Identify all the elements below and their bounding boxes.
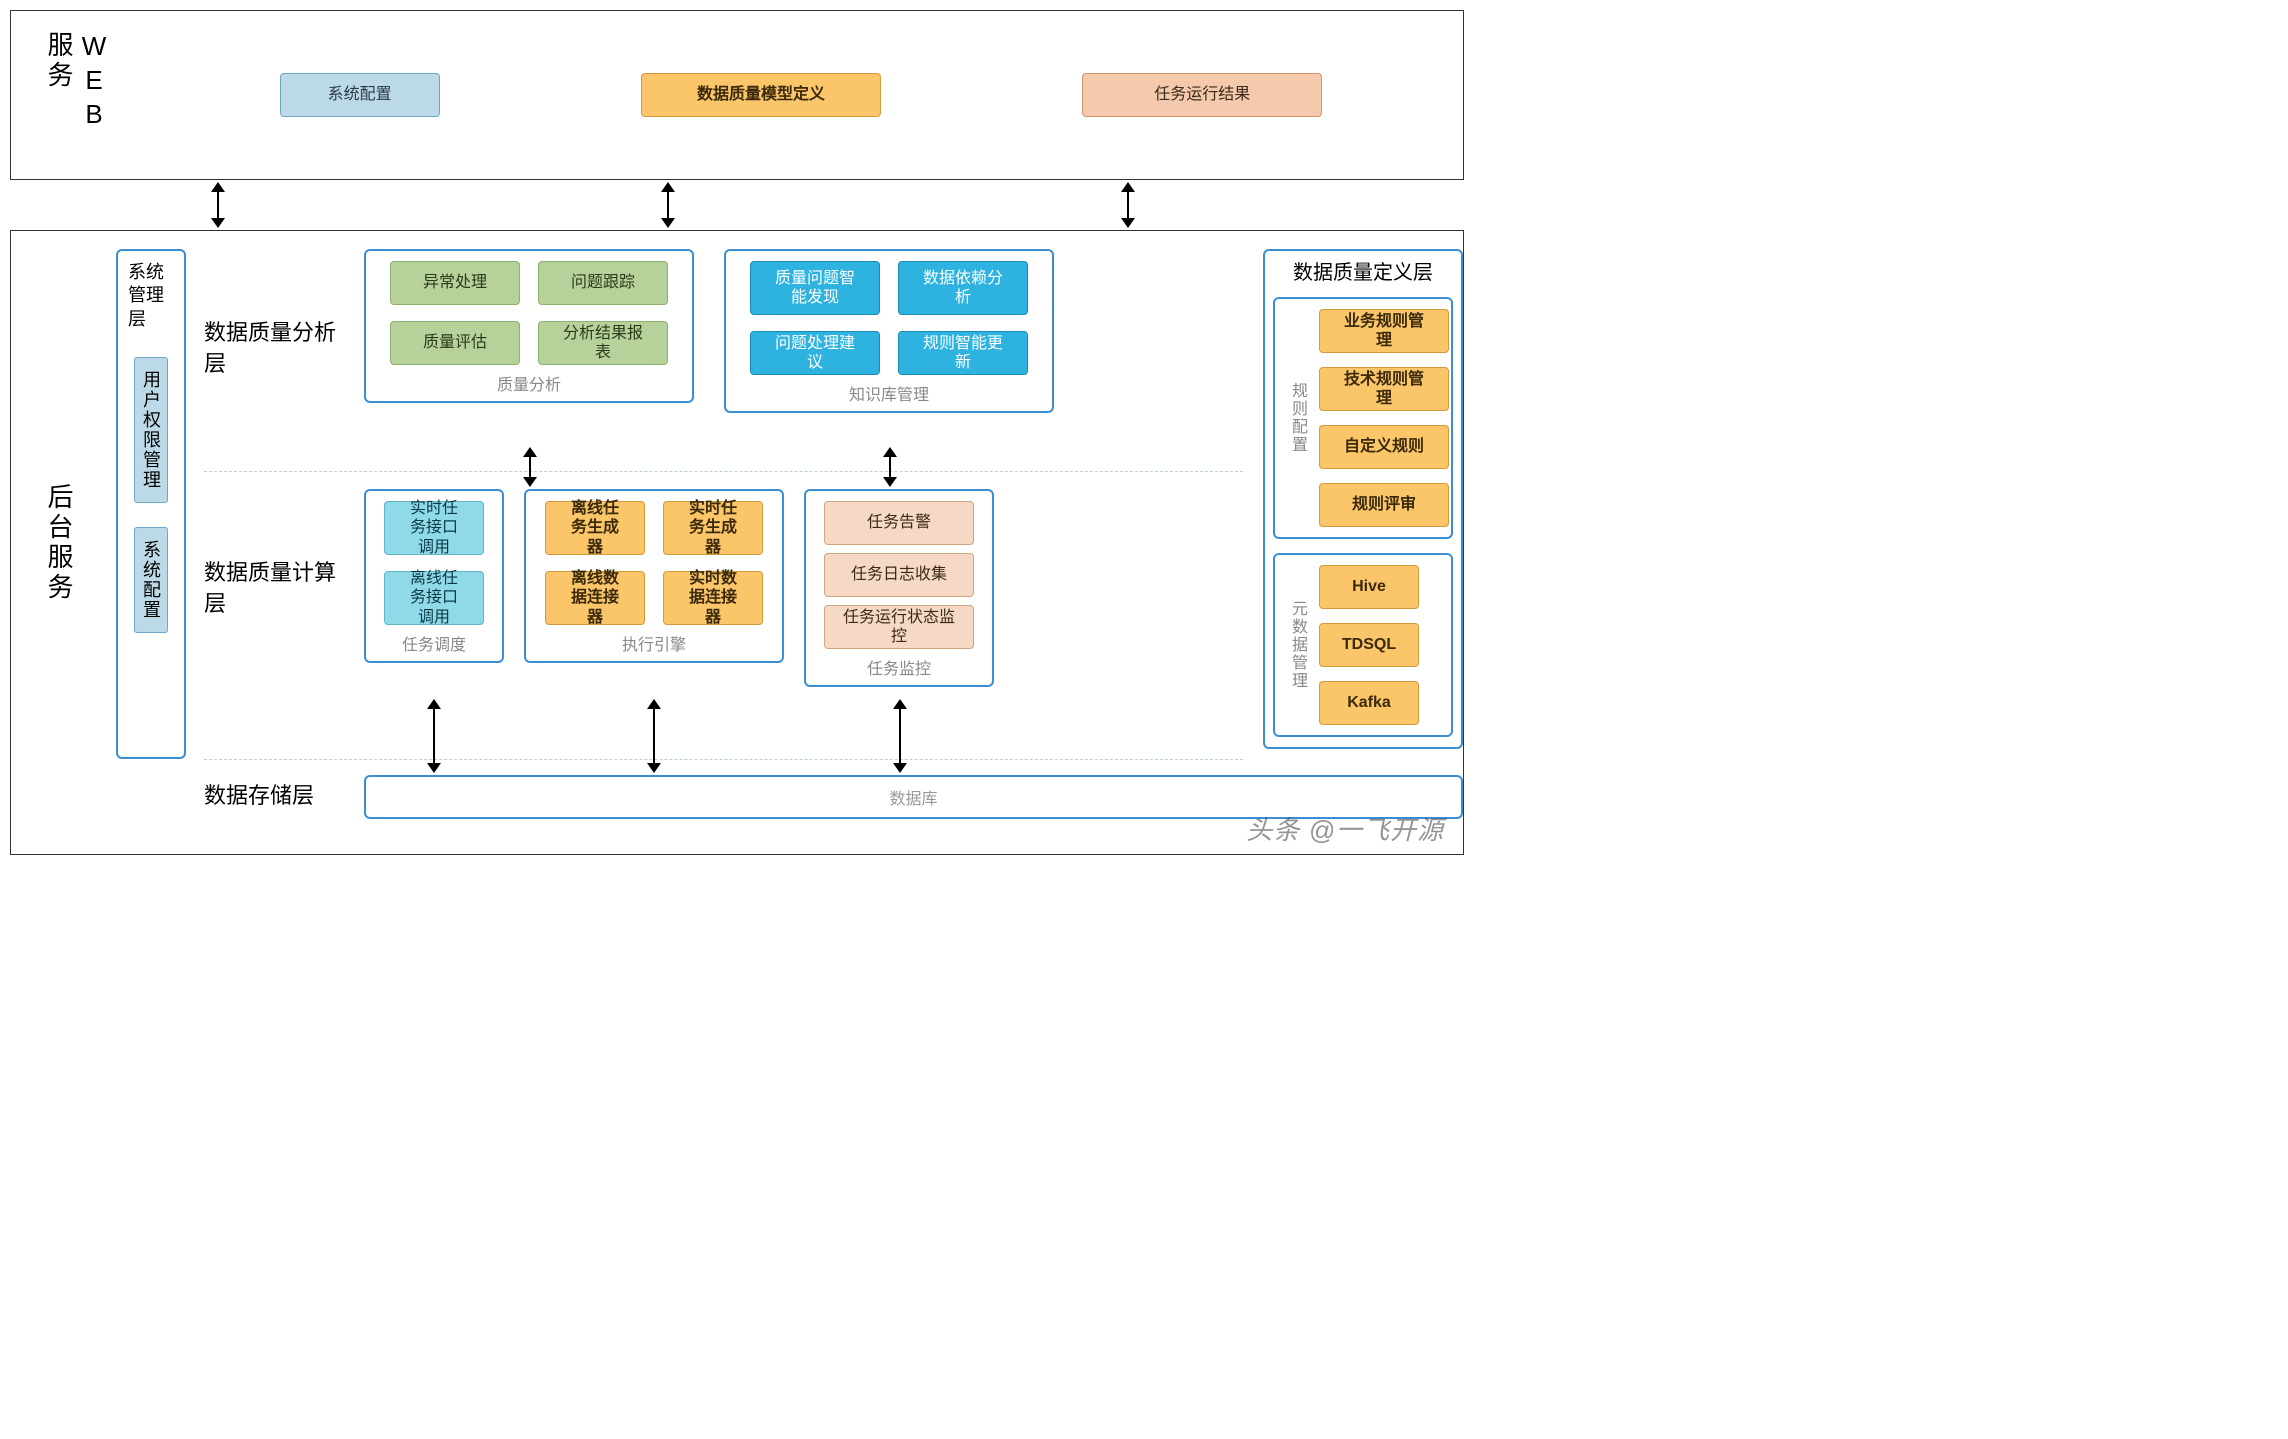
rt-gen-pill: 实时任务生成器 <box>663 501 763 555</box>
auto-discover-pill: 质量问题智能发现 <box>750 261 880 315</box>
report-pill: 分析结果报表 <box>538 321 668 365</box>
rule-update-pill: 规则智能更新 <box>898 331 1028 375</box>
compute-row: 数据质量计算层 实时任务接口调用 离线任务接口调用 任务调度 离线任务生成器 实… <box>204 489 1463 689</box>
issue-track-pill: 问题跟踪 <box>538 261 668 305</box>
arrow-b2 <box>646 699 662 773</box>
engine-panel: 离线任务生成器 实时任务生成器 离线数据连接器 实时数据连接器 执行引擎 <box>524 489 784 663</box>
analysis-row: 数据质量分析层 异常处理 问题跟踪 质量评估 分析结果报表 质量分析 质量问题智… <box>204 249 1463 449</box>
sysmgmt-title: 系统管理层 <box>122 259 180 333</box>
web-service-title: WEB服务 <box>11 11 139 179</box>
dashed-sep-2 <box>204 759 1243 760</box>
backend-grid: 数据质量定义层 规则配置 业务规则管理 技术规则管理 自定义规则 规则评审 元数… <box>204 249 1463 854</box>
web-service-body: 系统配置 数据质量模型定义 任务运行结果 <box>139 11 1463 179</box>
status-pill: 任务运行状态监控 <box>824 605 974 649</box>
dashed-sep-1 <box>204 471 1243 472</box>
arrow-web-backend-2 <box>660 182 676 228</box>
web-service-box: WEB服务 系统配置 数据质量模型定义 任务运行结果 <box>10 10 1464 180</box>
engine-label: 执行引擎 <box>538 631 770 655</box>
offline-gen-pill: 离线任务生成器 <box>545 501 645 555</box>
monitor-label: 任务监控 <box>818 655 980 679</box>
arrow-web-backend-1 <box>210 182 226 228</box>
offline-call-pill: 离线任务接口调用 <box>384 571 484 625</box>
quality-analysis-panel: 异常处理 问题跟踪 质量评估 分析结果报表 质量分析 <box>364 249 694 403</box>
task-result-pill: 任务运行结果 <box>1082 73 1322 117</box>
storage-row: 数据存储层 数据库 <box>204 769 1463 825</box>
dq-model-pill: 数据质量模型定义 <box>641 73 881 117</box>
backend-service-title: 后台服务 <box>11 231 108 854</box>
sched-label: 任务调度 <box>378 631 490 655</box>
arrow-b1 <box>426 699 442 773</box>
log-pill: 任务日志收集 <box>824 553 974 597</box>
sysmgmt-panel: 系统管理层 用户权限管理 系统配置 <box>116 249 186 759</box>
arrow-a1 <box>522 447 538 487</box>
arrow-b3 <box>892 699 908 773</box>
sysconf-pill: 系统配置 <box>280 73 440 117</box>
storage-row-label: 数据存储层 <box>204 781 354 812</box>
kb-label: 知识库管理 <box>738 381 1040 405</box>
backend-service-box: 后台服务 系统管理层 用户权限管理 系统配置 数据质量定义层 规则配置 业务规则… <box>10 230 1464 855</box>
rt-call-pill: 实时任务接口调用 <box>384 501 484 555</box>
db-bar: 数据库 <box>364 775 1463 819</box>
quality-eval-pill: 质量评估 <box>390 321 520 365</box>
dep-analysis-pill: 数据依赖分析 <box>898 261 1028 315</box>
analysis-row-label: 数据质量分析层 <box>204 318 354 380</box>
sched-panel: 实时任务接口调用 离线任务接口调用 任务调度 <box>364 489 504 663</box>
user-perm-btn: 用户权限管理 <box>134 357 168 503</box>
rt-conn-pill: 实时数据连接器 <box>663 571 763 625</box>
quality-analysis-label: 质量分析 <box>378 371 680 395</box>
exception-pill: 异常处理 <box>390 261 520 305</box>
compute-row-label: 数据质量计算层 <box>204 558 354 620</box>
sys-conf-btn: 系统配置 <box>134 527 168 633</box>
arrow-web-backend-3 <box>1120 182 1136 228</box>
backend-body: 系统管理层 用户权限管理 系统配置 数据质量定义层 规则配置 业务规则管理 技术… <box>108 231 1463 854</box>
kb-panel: 质量问题智能发现 数据依赖分析 问题处理建议 规则智能更新 知识库管理 <box>724 249 1054 413</box>
offline-conn-pill: 离线数据连接器 <box>545 571 645 625</box>
arrow-a2 <box>882 447 898 487</box>
monitor-panel: 任务告警 任务日志收集 任务运行状态监控 任务监控 <box>804 489 994 687</box>
suggestion-pill: 问题处理建议 <box>750 331 880 375</box>
alarm-pill: 任务告警 <box>824 501 974 545</box>
